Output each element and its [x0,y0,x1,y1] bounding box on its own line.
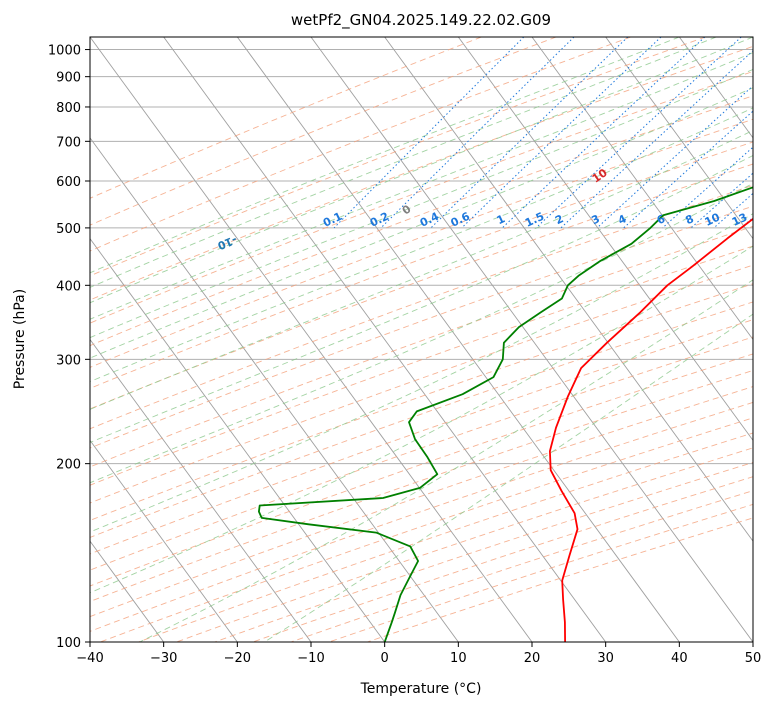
x-axis-label: Temperature (°C) [360,681,482,697]
mixing-ratio-line [596,85,753,229]
x-tick-label: −30 [150,651,177,666]
dry-adiabat-line [90,264,753,504]
x-tick-label: 20 [524,651,541,666]
plot-frame [89,36,754,643]
moist-adiabat-line [90,213,753,533]
dry-adiabat-line [138,432,753,642]
dry-adiabat-line [90,37,706,277]
dry-adiabat-line [100,417,753,642]
y-tick-label: 900 [56,71,81,86]
x-axis-ticks: −40 −30 −20 −10 0 10 20 30 40 50 [76,642,761,666]
isotherm-line [90,237,386,642]
mixing-ratio-line [430,37,629,229]
y-tick-label: 800 [56,101,81,116]
y-axis-label: Pressure (hPa) [12,289,28,389]
isotherm-line [384,37,753,542]
isotherm-line [605,37,753,240]
isotherm-line [236,37,680,642]
y-axis-ticks: 1000 900 800 700 600 500 400 300 200 100 [48,44,90,651]
x-tick-label: 30 [597,651,614,666]
moist-adiabat-line [90,245,753,594]
x-tick-label: 40 [671,651,688,666]
y-tick-label: 1000 [48,44,81,59]
dry-adiabat-line [90,37,631,252]
y-tick-label: 400 [56,279,81,294]
mixing-ratio-line [560,50,753,229]
x-tick-label: −20 [224,651,251,666]
y-tick-label: 700 [56,135,81,150]
dry-adiabat-line [90,301,753,538]
mixing-ratio-line [333,37,525,229]
temperature-trace [549,217,753,642]
dry-adiabat-line [176,447,753,642]
dry-adiabat-line [252,476,753,642]
pressure-gridlines [90,49,753,642]
mixing-ratio-line [501,37,706,229]
mixing-ratio-line [662,146,753,229]
x-tick-label: −10 [297,651,324,666]
x-tick-label: 0 [381,651,389,666]
chart-title: wetPf2_GN04.2025.149.22.02.G09 [291,11,551,30]
dry-adiabat-line [90,225,753,468]
dry-adiabat-line [90,118,753,368]
moist-adiabat-line [90,87,753,359]
plot-area: -100-90-80-70-60-50-40-30-20-100.10.20.4… [90,37,753,642]
moist-adiabat-line [90,129,753,410]
moist-adiabat-line [90,154,753,443]
moist-adiabat-line [90,182,753,484]
isotherm-line [90,338,312,642]
y-tick-label: 600 [56,175,81,190]
mixing-ratio-lines [333,37,753,229]
moist-adiabat-line [90,107,753,383]
moist-adiabat-line [90,37,753,304]
y-tick-label: 300 [56,353,81,368]
isotherm-lines [90,37,753,642]
mixing-ratio-line [535,37,742,229]
isotherm-line [163,37,607,642]
moist-adiabat-line [90,68,753,339]
dry-adiabat-line [90,283,753,521]
dewpoint-trace [258,186,753,642]
mixing-ratio-label: 10 [703,210,723,228]
x-tick-label: −40 [76,651,103,666]
isotherm-line [90,439,238,642]
dry-adiabat-line [290,490,753,642]
y-tick-label: 100 [56,636,81,651]
isotherm-line [457,37,753,442]
mixing-ratio-line [380,37,575,229]
x-tick-label: 10 [450,651,467,666]
moist-adiabat-line [90,37,680,274]
isotherm-line [90,37,533,642]
isotherm-line [531,37,753,341]
y-tick-label: 500 [56,222,81,237]
dry-adiabat-line [214,461,753,642]
y-tick-label: 200 [56,458,81,473]
dry-adiabat-line [90,336,753,571]
dry-adiabat-line [90,245,753,486]
mixing-ratio-label: 13 [730,211,749,229]
profile-traces [258,186,753,642]
x-tick-label: 50 [745,651,762,666]
moist-adiabat-lines [90,37,753,642]
dry-adiabat-line [90,319,753,555]
